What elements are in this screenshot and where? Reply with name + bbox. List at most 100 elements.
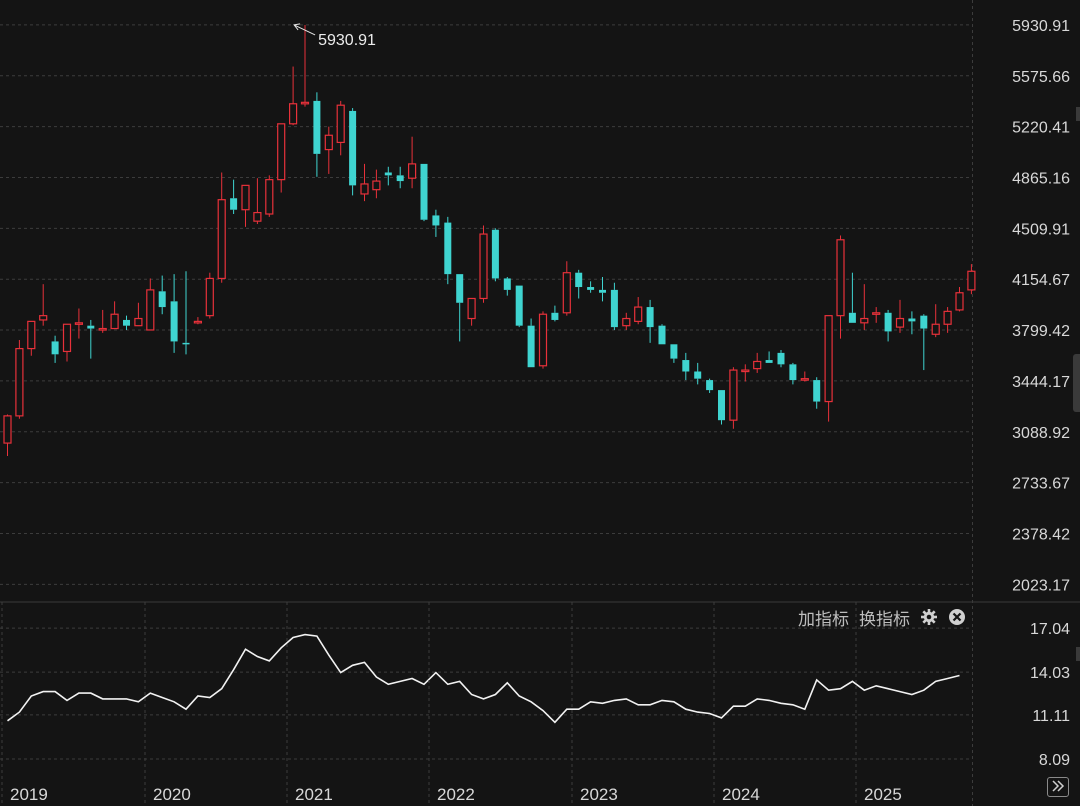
candle: [622, 312, 631, 330]
candle-body: [706, 380, 714, 391]
candle: [479, 225, 488, 303]
right-edge-marker: [1076, 647, 1080, 661]
candle: [824, 315, 833, 422]
candle: [467, 297, 476, 326]
candle: [27, 320, 36, 356]
candle: [920, 314, 928, 371]
candle-body: [920, 315, 928, 329]
candle: [943, 307, 952, 333]
close-icon[interactable]: [948, 608, 966, 626]
candle-body: [515, 285, 523, 326]
candle-body: [789, 364, 797, 381]
candle-body: [123, 319, 130, 326]
candle-body: [265, 179, 274, 215]
candle: [313, 92, 321, 177]
candle: [765, 351, 773, 363]
indicator-grid: [0, 627, 972, 760]
candle: [587, 281, 595, 293]
candle: [729, 367, 738, 429]
candle: [515, 285, 523, 328]
indicator-tick-label: 11.11: [1032, 708, 1070, 725]
price-tick-label: 5575.66: [1012, 69, 1070, 86]
candle: [967, 264, 976, 295]
candle: [753, 352, 762, 373]
candle-body: [313, 100, 321, 154]
candle-body: [741, 369, 750, 373]
candle: [205, 272, 214, 319]
candle-body: [670, 344, 678, 359]
candle-body: [432, 215, 440, 226]
candle-body: [836, 239, 845, 317]
price-tick-label: 2023.17: [1012, 577, 1070, 594]
candle-body: [134, 317, 143, 327]
candle: [646, 299, 654, 343]
candle-body: [98, 327, 107, 331]
candle: [503, 277, 511, 296]
candle: [158, 275, 166, 315]
candle-body: [777, 352, 785, 365]
candle: [51, 335, 59, 363]
candle: [123, 315, 130, 330]
switch-indicator-button[interactable]: 换指标: [859, 609, 910, 630]
max-price-annotation: 5930.91: [293, 23, 376, 49]
expand-button[interactable]: [1047, 777, 1069, 797]
right-panel-toggle[interactable]: [1073, 354, 1080, 412]
candle-body: [562, 272, 571, 314]
price-y-axis: 5930.91 5575.66 5220.41 4865.16 4509.91 4154.…: [1012, 18, 1070, 594]
price-grid: [0, 0, 973, 806]
candle: [420, 163, 428, 222]
x-tick-label: 2021: [295, 785, 333, 804]
candle: [706, 378, 714, 393]
candle-body: [336, 104, 345, 144]
candle-body: [551, 312, 559, 320]
x-tick-label: 2023: [580, 785, 618, 804]
candle-body: [813, 380, 821, 402]
candle-body: [408, 163, 417, 179]
add-indicator-button[interactable]: 加指标: [798, 609, 849, 630]
candle-body: [300, 101, 310, 105]
candle-body: [193, 320, 202, 324]
candle-body: [634, 306, 643, 322]
candle: [277, 123, 286, 193]
candle: [384, 166, 392, 186]
candle: [360, 163, 369, 202]
candle-body: [158, 291, 166, 308]
candle: [110, 301, 119, 330]
price-tick-label: 5930.91: [1012, 18, 1070, 35]
candle-body: [372, 180, 381, 191]
candle: [741, 364, 750, 382]
x-tick-label: 2025: [864, 785, 902, 804]
candle: [491, 228, 499, 282]
candle-body: [694, 371, 702, 379]
candle-body: [682, 360, 690, 372]
gear-icon[interactable]: [920, 608, 938, 626]
candle-body: [384, 172, 392, 176]
candle: [3, 414, 12, 456]
candle-body: [62, 323, 72, 353]
candle-body: [217, 199, 226, 280]
candle-body: [87, 325, 95, 329]
candle: [575, 269, 583, 299]
candle: [265, 175, 274, 217]
right-edge-marker: [1076, 107, 1080, 121]
x-axis: 2019 2020 2021 2022 2023 2024 2025: [1, 602, 902, 806]
candle: [777, 350, 785, 368]
candle: [408, 136, 417, 189]
candle-body: [15, 347, 24, 417]
candle: [182, 271, 190, 355]
candle-body: [599, 289, 606, 293]
candle: [170, 274, 178, 353]
candle: [599, 277, 606, 302]
candle: [789, 362, 797, 385]
candle-body: [182, 342, 190, 345]
candle-body: [51, 341, 59, 355]
candle: [193, 317, 202, 325]
candle: [908, 311, 916, 335]
x-tick-label: 2024: [722, 785, 760, 804]
candle: [860, 284, 869, 330]
candle-body: [884, 312, 892, 332]
candle: [562, 261, 571, 316]
candle-body: [253, 211, 262, 222]
candle-body: [895, 317, 905, 328]
